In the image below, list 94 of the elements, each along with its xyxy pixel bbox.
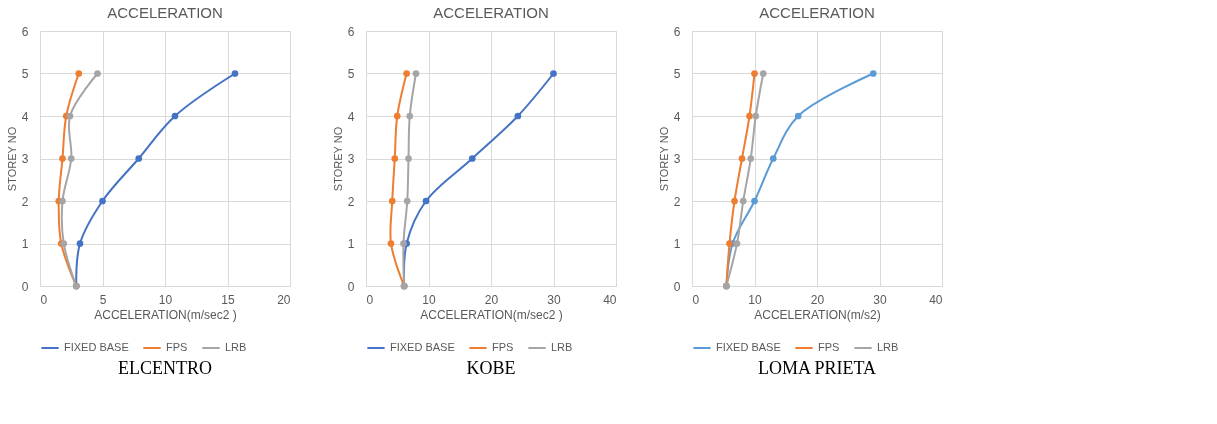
- legend-label: FIXED BASE: [716, 341, 781, 353]
- x-tick-label: 30: [547, 292, 561, 307]
- legend-label: LRB: [877, 341, 899, 353]
- chart-title: ACCELERATION: [433, 4, 549, 21]
- legend-label: FIXED BASE: [64, 341, 129, 353]
- x-tick-label: 5: [99, 292, 107, 307]
- point: [94, 70, 101, 77]
- x-tick-label: 10: [158, 292, 173, 307]
- chart-title: ACCELERATION: [107, 4, 223, 21]
- y-tick-label: 6: [673, 24, 681, 39]
- y-tick-label: 4: [347, 109, 355, 124]
- point: [746, 112, 753, 120]
- legend-label: LRB: [225, 341, 247, 353]
- point: [751, 197, 758, 205]
- x-axis-title: ACCELERATION(m/sec2 ): [94, 307, 237, 322]
- x-tick-label: 0: [692, 292, 700, 307]
- legend-label: FIXED BASE: [390, 341, 455, 353]
- point: [388, 197, 396, 205]
- point: [66, 112, 74, 120]
- x-tick-label: 20: [810, 292, 825, 307]
- point: [393, 112, 401, 120]
- point: [731, 197, 738, 205]
- point: [550, 70, 557, 77]
- point: [171, 112, 179, 120]
- point: [747, 155, 755, 162]
- legend-label: LRB: [551, 341, 573, 353]
- point: [514, 112, 522, 120]
- point: [231, 70, 239, 77]
- y-tick-label: 0: [347, 279, 355, 294]
- y-tick-label: 6: [347, 24, 355, 39]
- legend-label: FPS: [492, 341, 514, 353]
- text: LOMA PRIETA: [757, 358, 877, 378]
- y-tick-label: 2: [673, 194, 681, 209]
- y-tick-label: 4: [673, 109, 681, 124]
- y-tick-label: 1: [347, 237, 355, 251]
- x-axis-title: ACCELERATION(m/s2): [754, 307, 881, 322]
- point: [733, 240, 741, 247]
- point: [412, 70, 420, 77]
- y-tick-label: 1: [673, 237, 681, 251]
- y-tick-label: 0: [673, 279, 681, 294]
- point: [403, 197, 411, 205]
- point: [99, 197, 106, 205]
- point: [391, 155, 399, 162]
- y-tick-label: 0: [21, 279, 29, 294]
- y-tick-label: 5: [21, 67, 29, 81]
- x-tick-label: 40: [929, 292, 943, 307]
- point: [738, 155, 746, 162]
- point: [769, 155, 777, 162]
- x-axis-title: ACCELERATION(m/sec2 ): [420, 307, 563, 322]
- y-tick-label: 4: [21, 109, 29, 124]
- point: [759, 70, 767, 77]
- y-tick-label: 2: [21, 194, 29, 209]
- point: [751, 70, 758, 77]
- text: KOBE: [466, 358, 516, 378]
- point: [59, 155, 66, 162]
- point: [405, 155, 412, 162]
- point: [794, 112, 802, 120]
- y-tick-label: 6: [21, 24, 29, 39]
- y-tick-label: 5: [673, 67, 681, 81]
- point: [59, 197, 66, 205]
- x-tick-label: 20: [277, 292, 291, 307]
- y-axis-title: STOREY NO: [5, 126, 18, 192]
- x-tick-label: 0: [366, 292, 374, 307]
- point: [869, 70, 877, 77]
- text: ELCENTRO: [118, 358, 212, 378]
- x-tick-label: 30: [873, 292, 887, 307]
- legend-label: FPS: [166, 341, 188, 353]
- y-axis-title: STOREY NO: [657, 126, 670, 192]
- x-tick-label: 10: [748, 292, 762, 307]
- y-tick-label: 5: [347, 67, 355, 81]
- point: [75, 70, 83, 77]
- point: [135, 155, 143, 162]
- x-tick-label: 40: [603, 292, 617, 307]
- x-tick-label: 10: [422, 292, 436, 307]
- y-tick-label: 3: [21, 152, 29, 166]
- x-tick-label: 20: [484, 292, 499, 307]
- legend-label: FPS: [818, 341, 840, 353]
- point: [406, 112, 414, 120]
- x-tick-label: 15: [221, 292, 235, 307]
- y-tick-label: 1: [21, 237, 29, 251]
- point: [752, 112, 760, 120]
- y-tick-label: 3: [347, 152, 355, 166]
- point: [468, 155, 476, 162]
- point: [422, 197, 430, 205]
- point: [67, 155, 75, 162]
- y-tick-label: 3: [673, 152, 681, 166]
- y-axis-title: STOREY NO: [331, 126, 344, 192]
- point: [739, 197, 747, 205]
- y-tick-label: 2: [347, 194, 355, 209]
- point: [403, 70, 410, 77]
- point: [387, 240, 395, 247]
- point: [76, 240, 84, 247]
- chart-title: ACCELERATION: [759, 4, 875, 21]
- x-tick-label: 0: [40, 292, 48, 307]
